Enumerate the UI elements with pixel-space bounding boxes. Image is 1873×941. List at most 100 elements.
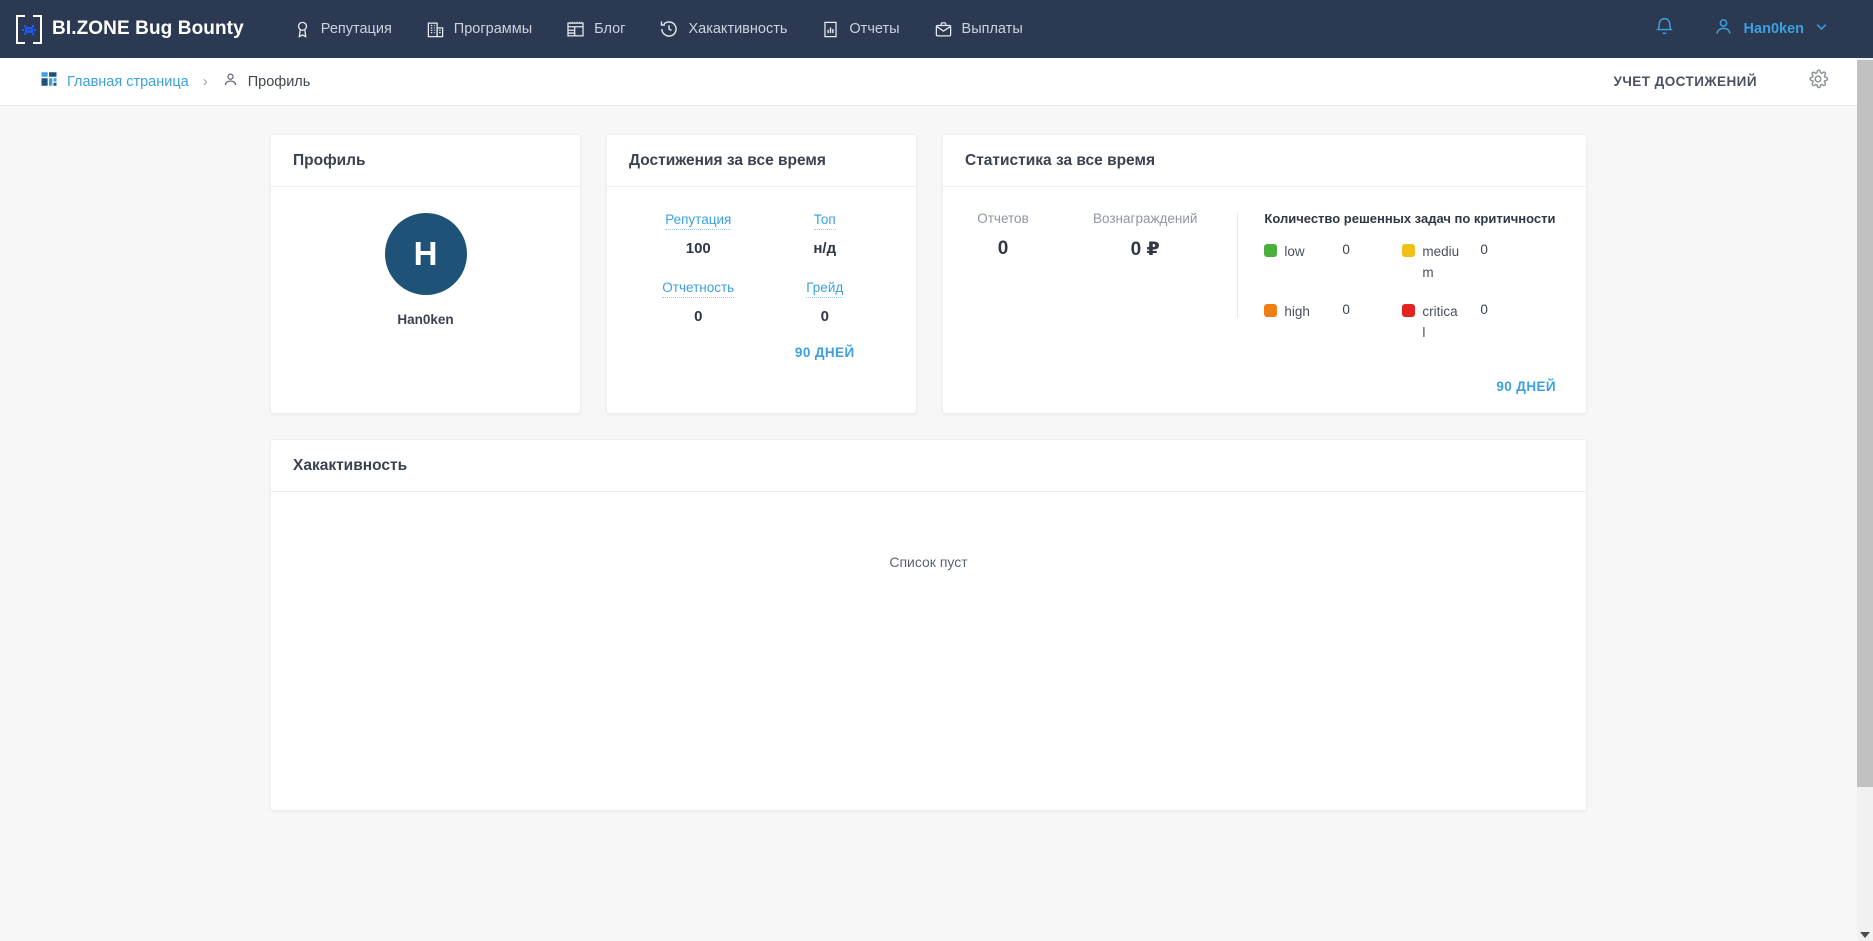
nav-item-reputation[interactable]: Репутация [276,0,409,58]
vertical-divider [1237,213,1239,318]
award-icon [293,20,312,39]
breadcrumb-bar: Главная страница › Профиль УЧЕТ ДОСТИЖЕН… [0,58,1857,106]
total-rewards: Вознаграждений 0 ₽ [1093,211,1197,344]
settings-button[interactable] [1807,68,1839,95]
nav-label: Репутация [320,21,392,37]
nav-item-payouts[interactable]: Выплаты [917,0,1040,58]
nav-label: Программы [453,21,533,37]
achievements-ledger-button[interactable]: УЧЕТ ДОСТИЖЕНИЙ [1613,74,1757,89]
nav-item-blog[interactable]: Блог [549,0,642,58]
user-menu[interactable]: Han0ken [1697,16,1839,42]
metric-reporting: Отчетность 0 [635,279,762,325]
metric-label[interactable]: Топ [813,212,836,230]
bug-logo-icon [16,14,42,44]
nav-label: Блог [594,21,626,37]
achievements-metrics: Репутация 100 Топ н/д Отчетность 0 Грейд… [635,211,888,325]
notifications-button[interactable] [1632,16,1697,42]
profile-nickname: Han0ken [397,312,454,327]
metric-label[interactable]: Репутация [665,212,732,230]
main-nav: Репутация Программы Блог [276,0,1040,58]
severity-count: 0 [1342,301,1350,317]
severity-swatch-critical [1402,303,1416,317]
scrollbar-thumb[interactable] [1857,60,1873,787]
top-navbar: BI.ZONE Bug Bounty Репутация Программы [0,0,1857,58]
severity-grid: low 0 medium 0 high 0 critical 0 [1264,242,1556,344]
user-menu-name: Han0ken [1743,21,1804,37]
severity-block: Количество решенных задач по критичности… [1238,211,1556,344]
top-cards-row: Профиль H Han0ken Достижения за все врем… [0,134,1857,414]
history-clock-icon [659,19,679,39]
person-icon [222,71,239,93]
person-icon [1713,16,1734,42]
nav-item-reports[interactable]: Отчеты [804,0,916,58]
achievements-card-title: Достижения за все время [629,151,826,169]
severity-title: Количество решенных задач по критичности [1264,211,1556,226]
severity-count: 0 [1480,242,1488,257]
news-icon [566,20,585,39]
severity-count: 0 [1480,301,1488,317]
statistics-period-row: 90 ДНЕЙ [1496,378,1556,396]
bottom-card-row: Хакактивность Список пуст [0,414,1857,811]
profile-card: Профиль H Han0ken [270,134,581,414]
statistics-card-body: Отчетов 0 Вознаграждений 0 ₽ Количество … [943,187,1586,414]
nav-item-hackactivity[interactable]: Хакактивность [642,0,804,58]
severity-name: medium [1422,244,1460,280]
breadcrumb-separator: › [202,73,208,90]
nav-label: Выплаты [961,21,1023,37]
severity-count: 0 [1342,242,1350,257]
brand-name: BI.ZONE Bug Bounty [52,18,244,39]
achievements-card-body: Репутация 100 Топ н/д Отчетность 0 Грейд… [607,187,916,414]
avatar[interactable]: H [384,213,467,295]
page-scrollbar[interactable] [1857,0,1873,941]
breadcrumb-item-home[interactable]: Главная страница [40,70,189,93]
severity-name: critical [1422,303,1458,340]
statistics-card: Статистика за все время Отчетов 0 Вознаг… [942,134,1587,414]
statistics-90-days-link[interactable]: 90 ДНЕЙ [1496,379,1556,394]
statistics-card-title: Статистика за все время [965,151,1155,169]
profile-card-title: Профиль [293,151,366,169]
empty-list-message: Список пуст [889,554,968,570]
building-icon [426,20,445,39]
metric-grade: Грейд 0 [762,279,889,325]
total-label: Отчетов [977,211,1029,226]
severity-swatch-medium [1402,244,1416,257]
bell-icon [1654,16,1675,42]
severity-name: high [1284,303,1310,319]
metric-reputation: Репутация 100 [635,211,762,257]
page-content: Профиль H Han0ken Достижения за все врем… [0,106,1857,941]
total-value: 0 [997,238,1009,259]
hackactivity-card-title: Хакактивность [293,456,408,474]
chevron-down-icon [1814,19,1829,39]
nav-label: Отчеты [849,21,900,37]
nav-label: Хакактивность [688,21,788,37]
briefcase-icon [934,20,953,39]
statistics-totals: Отчетов 0 Вознаграждений 0 ₽ [973,211,1237,344]
hackactivity-card: Хакактивность Список пуст [270,439,1587,811]
severity-name: low [1284,244,1305,259]
breadcrumb-actions: УЧЕТ ДОСТИЖЕНИЙ [1614,68,1839,95]
breadcrumb-home-label: Главная страница [67,73,189,90]
nav-item-programs[interactable]: Программы [409,0,549,58]
statistics-card-header: Статистика за все время [943,135,1586,187]
profile-card-header: Профиль [271,135,580,187]
navbar-right: Han0ken [1632,16,1839,42]
achievements-card-header: Достижения за все время [607,135,916,187]
breadcrumb-item-profile: Профиль [222,71,310,93]
metric-top: Топ н/д [762,211,889,257]
total-value: 0 ₽ [1130,239,1160,260]
scroll-down-arrow-icon[interactable] [1860,932,1870,938]
brand-logo-link[interactable]: BI.ZONE Bug Bounty [16,14,244,44]
severity-swatch-low [1264,244,1278,257]
achievements-90-days-link[interactable]: 90 ДНЕЙ [794,345,855,360]
metric-label[interactable]: Грейд [806,280,844,298]
metric-value: н/д [813,240,837,257]
bar-chart-icon [821,20,840,39]
metric-label[interactable]: Отчетность [662,280,735,298]
hackactivity-card-header: Хакактивность [271,440,1586,492]
achievements-card: Достижения за все время Репутация 100 То… [606,134,917,414]
metric-value: 100 [685,240,711,257]
dashboard-grid-icon [40,70,58,93]
total-reports: Отчетов 0 [973,211,1033,344]
profile-card-body: H Han0ken [271,187,580,414]
scrollbar-top-cap [1857,0,1873,58]
